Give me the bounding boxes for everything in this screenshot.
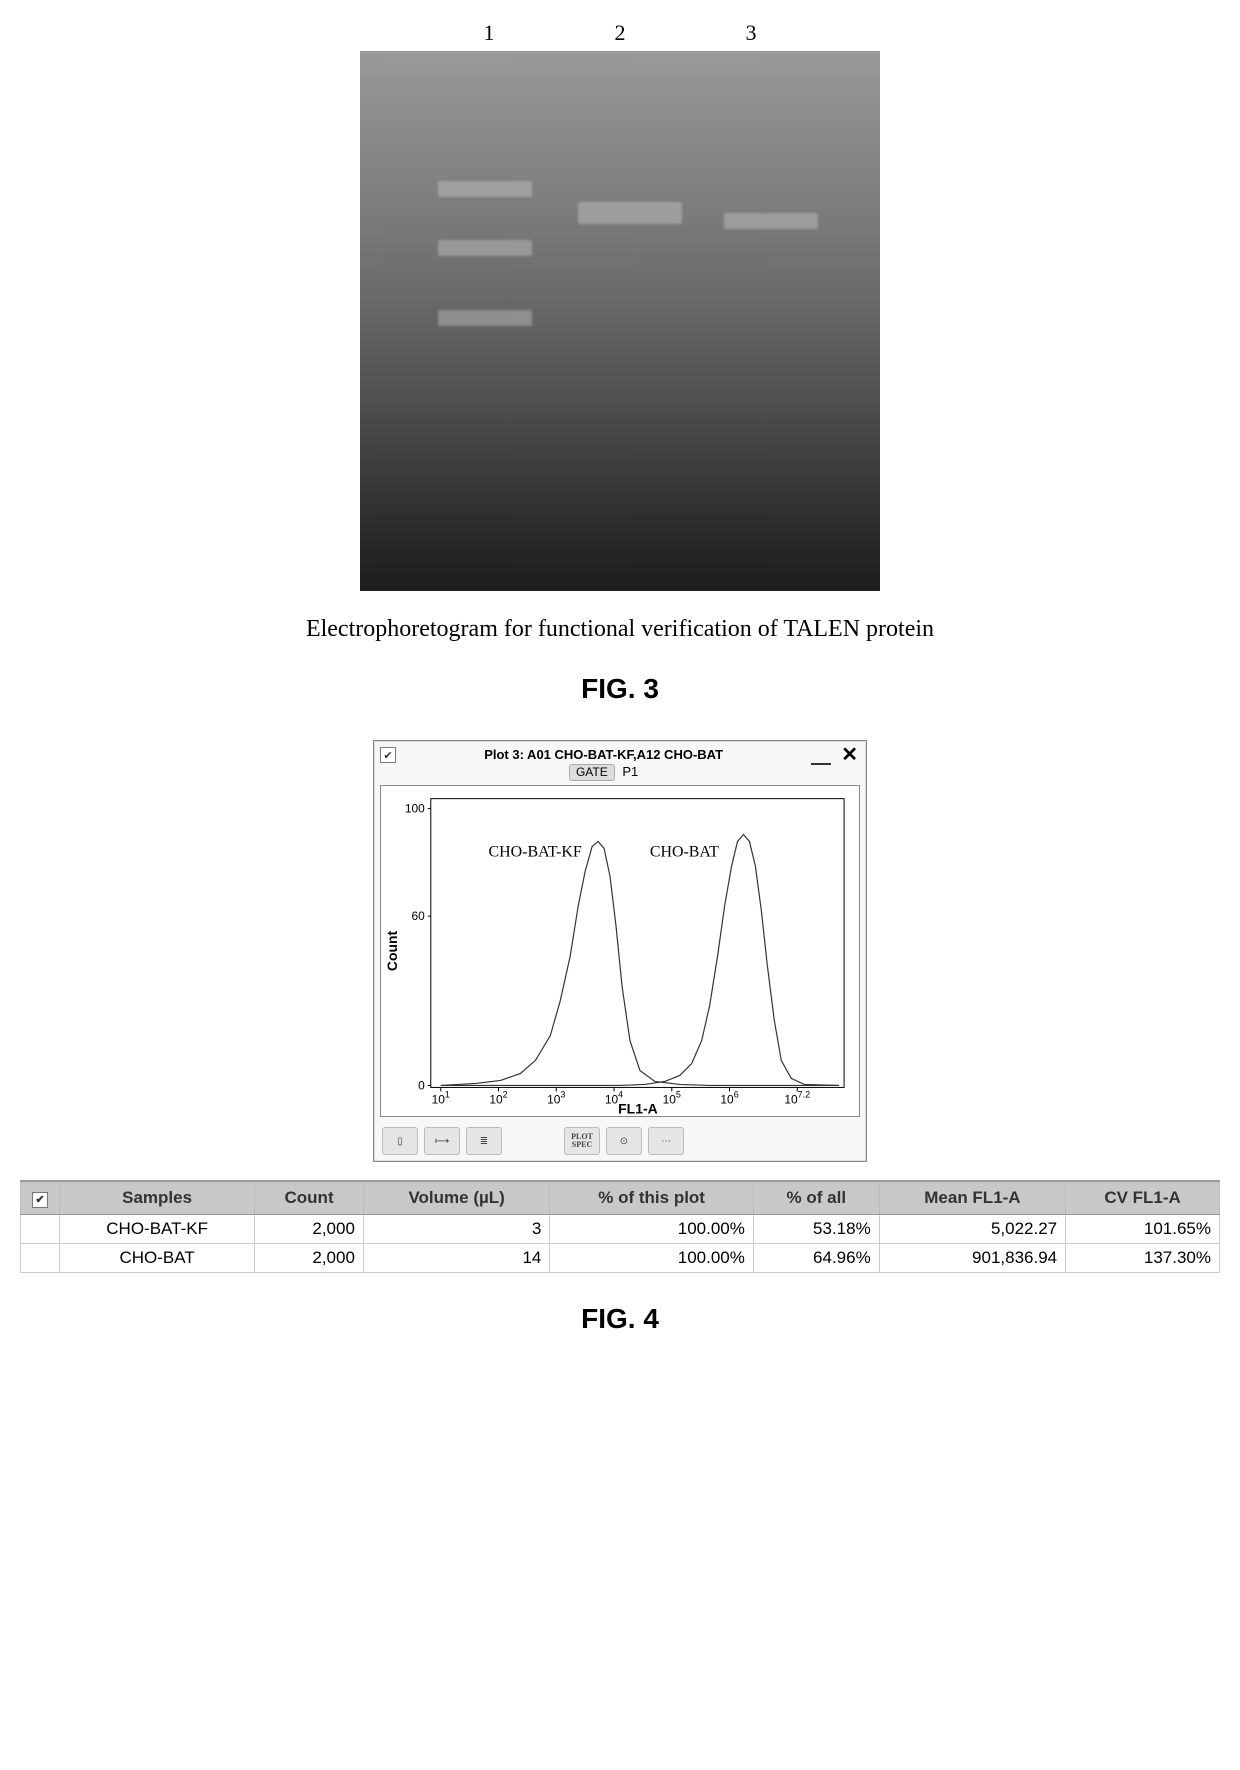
- histogram-cho-bat: [441, 835, 839, 1086]
- table-cell: 3: [363, 1215, 549, 1244]
- x-axis-title: FL1-A: [618, 1101, 658, 1117]
- gate-value: P1: [622, 764, 638, 779]
- table-cell: 64.96%: [753, 1244, 879, 1273]
- col-cv: CV FL1-A: [1066, 1181, 1220, 1215]
- table-cell: 2,000: [255, 1215, 364, 1244]
- flow-svg: Count 0 60 100 CHO-BAT-KF CHO-BAT 101 102 10…: [381, 786, 859, 1116]
- plot-checkbox[interactable]: ✔: [380, 747, 396, 763]
- plot-title: Plot 3: A01 CHO-BAT-KF,A12 CHO-BAT: [402, 747, 805, 764]
- lane-label-1: 1: [484, 20, 495, 46]
- col-pct-plot: % of this plot: [550, 1181, 753, 1215]
- row-check-cell: [21, 1244, 60, 1273]
- x-tick-label: 106: [720, 1090, 738, 1107]
- row-check-cell: [21, 1215, 60, 1244]
- col-samples: Samples: [60, 1181, 255, 1215]
- gel-lane-labels: 1 2 3: [20, 20, 1220, 46]
- x-tick-label: 101: [432, 1090, 450, 1107]
- table-cell: 101.65%: [1066, 1215, 1220, 1244]
- table-cell: 5,022.27: [879, 1215, 1065, 1244]
- table-row: CHO-BAT-KF2,0003100.00%53.18%5,022.27101…: [21, 1215, 1220, 1244]
- y-tick-label: 0: [418, 1079, 425, 1093]
- tool-more-icon[interactable]: ⋯: [648, 1127, 684, 1155]
- x-tick-label: 103: [547, 1090, 565, 1107]
- col-volume: Volume (µL): [363, 1181, 549, 1215]
- plot-frame: [431, 799, 844, 1088]
- flow-title-block: Plot 3: A01 CHO-BAT-KF,A12 CHO-BAT GATE …: [402, 747, 805, 781]
- x-tick-label: 107.2: [784, 1090, 810, 1107]
- table-cell: 100.00%: [550, 1244, 753, 1273]
- gate-badge[interactable]: GATE: [569, 764, 615, 782]
- y-tick-label: 100: [405, 802, 425, 816]
- annotation-cho-bat: CHO-BAT: [650, 844, 719, 861]
- flow-toolbar: ▯ ⟼ ≣ PLOT SPEC ⊙ ⋯: [380, 1123, 860, 1155]
- flow-panel: ✔ Plot 3: A01 CHO-BAT-KF,A12 CHO-BAT GAT…: [373, 740, 867, 1162]
- gel-band: [724, 213, 818, 229]
- table-cell: 901,836.94: [879, 1244, 1065, 1273]
- table-cell: CHO-BAT: [60, 1244, 255, 1273]
- gel-band: [438, 181, 532, 197]
- y-ticks: 0 60 100: [405, 802, 431, 1093]
- close-icon[interactable]: ✕: [839, 747, 860, 763]
- col-count: Count: [255, 1181, 364, 1215]
- gel-image: [360, 51, 880, 591]
- lane-label-2: 2: [615, 20, 626, 46]
- table-check-header[interactable]: ✔: [21, 1181, 60, 1215]
- gel-band: [438, 240, 532, 256]
- gate-row: GATE P1: [402, 764, 805, 782]
- minimize-icon[interactable]: [811, 753, 831, 765]
- gel-band: [438, 310, 532, 326]
- table-cell: 14: [363, 1244, 549, 1273]
- flow-header: ✔ Plot 3: A01 CHO-BAT-KF,A12 CHO-BAT GAT…: [380, 747, 860, 781]
- tool-region-icon[interactable]: ▯: [382, 1127, 418, 1155]
- tool-zoom-icon[interactable]: ⊙: [606, 1127, 642, 1155]
- table-cell: 2,000: [255, 1244, 364, 1273]
- figure-3-label: FIG. 3: [20, 673, 1220, 705]
- plot-spec-button[interactable]: PLOT SPEC: [564, 1127, 600, 1155]
- table-row: CHO-BAT2,00014100.00%64.96%901,836.94137…: [21, 1244, 1220, 1273]
- flow-plot: Count 0 60 100 CHO-BAT-KF CHO-BAT 101 102 10…: [380, 785, 860, 1117]
- flow-figure: ✔ Plot 3: A01 CHO-BAT-KF,A12 CHO-BAT GAT…: [20, 740, 1220, 1162]
- col-pct-all: % of all: [753, 1181, 879, 1215]
- table-cell: 53.18%: [753, 1215, 879, 1244]
- y-tick-label: 60: [412, 910, 426, 924]
- gel-caption: Electrophoretogram for functional verifi…: [20, 616, 1220, 643]
- figure-4-label: FIG. 4: [20, 1303, 1220, 1335]
- table-cell: 100.00%: [550, 1215, 753, 1244]
- x-tick-label: 105: [663, 1090, 681, 1107]
- tool-range-icon[interactable]: ⟼: [424, 1127, 460, 1155]
- table-cell: CHO-BAT-KF: [60, 1215, 255, 1244]
- lane-label-3: 3: [746, 20, 757, 46]
- y-axis-title: Count: [384, 931, 400, 972]
- x-tick-label: 102: [489, 1090, 507, 1107]
- tool-list-icon[interactable]: ≣: [466, 1127, 502, 1155]
- stats-table: ✔ Samples Count Volume (µL) % of this pl…: [20, 1180, 1220, 1273]
- col-mean: Mean FL1-A: [879, 1181, 1065, 1215]
- gel-figure: 1 2 3 Electrophoretogram for functional …: [20, 20, 1220, 643]
- table-header-row: ✔ Samples Count Volume (µL) % of this pl…: [21, 1181, 1220, 1215]
- gel-band: [578, 202, 682, 224]
- table-cell: 137.30%: [1066, 1244, 1220, 1273]
- annotation-cho-bat-kf: CHO-BAT-KF: [489, 844, 582, 861]
